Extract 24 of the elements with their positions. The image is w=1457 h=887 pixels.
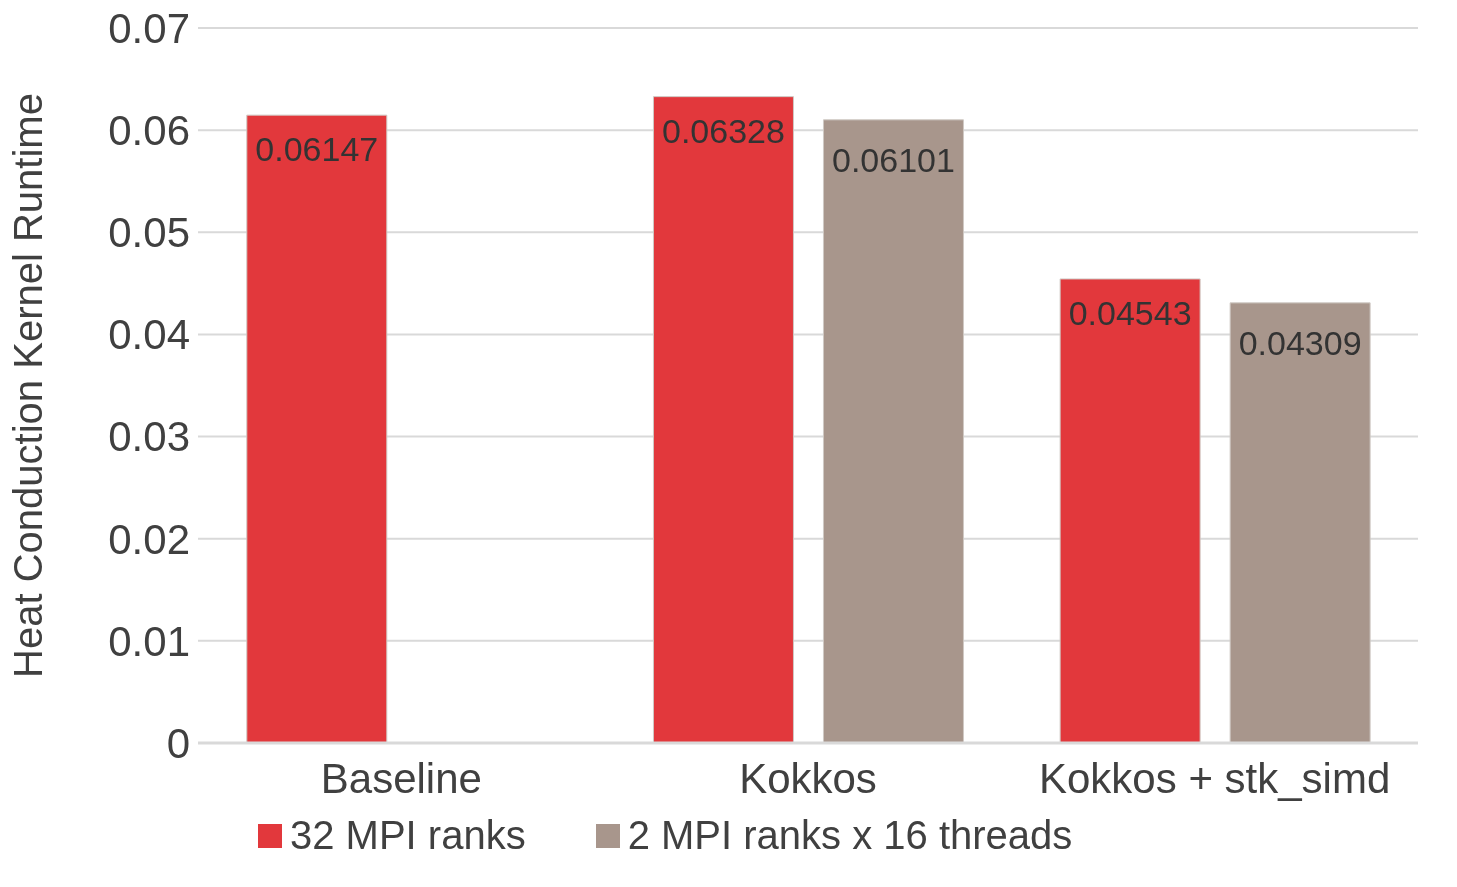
y-tick-label: 0.05	[108, 209, 190, 257]
legend-label: 2 MPI ranks x 16 threads	[627, 813, 1073, 858]
bar	[246, 114, 388, 743]
bar	[822, 119, 964, 743]
x-tick-label: Baseline	[320, 754, 482, 802]
y-tick-label: 0.02	[108, 515, 190, 563]
data-label: 0.06147	[255, 130, 379, 169]
y-axis-title: Heat Conduction Kernel Runtime	[6, 93, 51, 678]
y-tick-label: 0.03	[108, 413, 190, 461]
y-tick-label: 0.04	[108, 311, 190, 359]
y-tick-label: 0.07	[108, 4, 190, 52]
legend-label: 32 MPI ranks	[290, 813, 526, 858]
data-label: 0.04543	[1068, 294, 1192, 333]
y-tick-label: 0.06	[108, 107, 190, 155]
bar	[1059, 278, 1201, 743]
data-label: 0.06328	[662, 111, 785, 150]
y-tick-label: 0	[166, 719, 190, 767]
bar	[1229, 302, 1371, 743]
x-tick-label: Kokkos + stk_simd	[1039, 754, 1391, 802]
y-tick-label: 0.01	[108, 617, 190, 665]
bar	[652, 96, 794, 743]
x-tick-label: Kokkos	[739, 754, 877, 802]
data-label: 0.06101	[832, 140, 955, 179]
data-label: 0.04309	[1238, 324, 1362, 363]
